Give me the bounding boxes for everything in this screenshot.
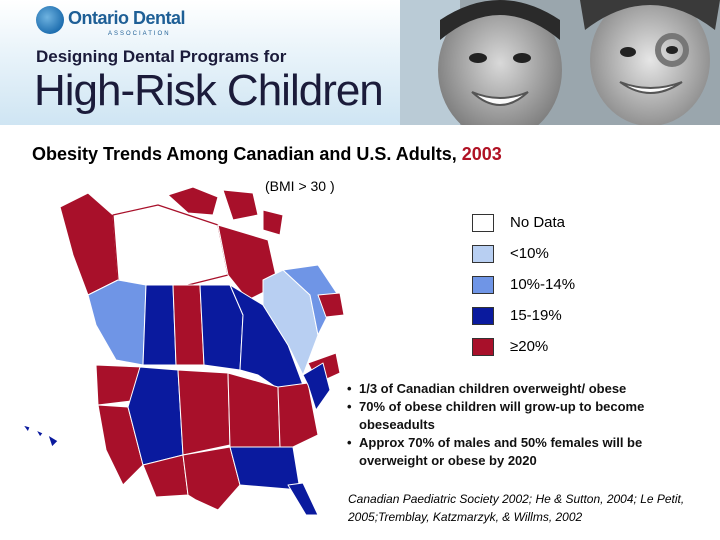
legend-swatch-under-10 <box>472 245 494 263</box>
legend-swatch-10-14 <box>472 276 494 294</box>
legend-item: 10%-14% <box>472 274 672 296</box>
ontario-dental-logo-icon <box>36 6 64 34</box>
citation: Canadian Paediatric Society 2002; He & S… <box>348 492 685 524</box>
region-arctic-islands <box>167 186 284 236</box>
bmi-note: (BMI > 30 ) <box>265 178 335 194</box>
legend-item: <10% <box>472 243 672 265</box>
region-northwest-territories <box>112 204 229 291</box>
map-title: Obesity Trends Among Canadian and U.S. A… <box>32 144 502 165</box>
logo-subtitle: ASSOCIATION <box>108 31 171 37</box>
legend-swatch-15-19 <box>472 307 494 325</box>
region-alberta <box>142 284 177 366</box>
legend-swatch-no-data <box>472 214 494 232</box>
header-subtitle: Designing Dental Programs for <box>36 47 287 66</box>
fact-item: Approx 70% of males and 50% females will… <box>345 434 705 470</box>
legend-label: No Data <box>510 214 566 231</box>
header-title: High-Risk Children <box>34 66 384 115</box>
obesity-map <box>22 186 345 515</box>
legend-item: No Data <box>472 212 672 234</box>
logo-name: Ontario Dental <box>68 8 186 28</box>
region-british-columbia <box>87 279 147 366</box>
region-us-south <box>229 446 301 491</box>
legend-label: <10% <box>510 245 549 262</box>
header-banner: Ontario Dental ASSOCIATION Designing Den… <box>0 0 720 125</box>
legend-label: 15-19% <box>510 307 562 324</box>
legend-item: 15-19% <box>472 305 672 327</box>
region-us-florida <box>287 482 319 515</box>
region-us-plains <box>177 369 231 456</box>
region-yukon <box>59 192 119 296</box>
header-background <box>0 0 420 125</box>
legend-label: 10%-14% <box>510 276 576 293</box>
facts-list: 1/3 of Canadian children overweight/ obe… <box>345 380 705 470</box>
region-newfoundland <box>317 292 345 318</box>
map-title-year: 2003 <box>461 144 502 164</box>
legend-item: ≥20% <box>472 336 672 358</box>
legend-label: ≥20% <box>510 338 549 355</box>
region-us-texas <box>182 446 241 511</box>
region-saskatchewan <box>172 284 205 366</box>
children-photo <box>400 0 720 125</box>
region-us-california <box>97 404 144 486</box>
region-hawaii <box>22 424 59 448</box>
legend-swatch-20-plus <box>472 338 494 356</box>
map-title-text: Obesity Trends Among Canadian and U.S. A… <box>32 144 457 164</box>
region-us-northeast <box>302 362 331 411</box>
fact-item: 70% of obese children will grow-up to be… <box>345 398 705 434</box>
fact-item: 1/3 of Canadian children overweight/ obe… <box>345 380 705 398</box>
region-us-east <box>277 382 319 448</box>
